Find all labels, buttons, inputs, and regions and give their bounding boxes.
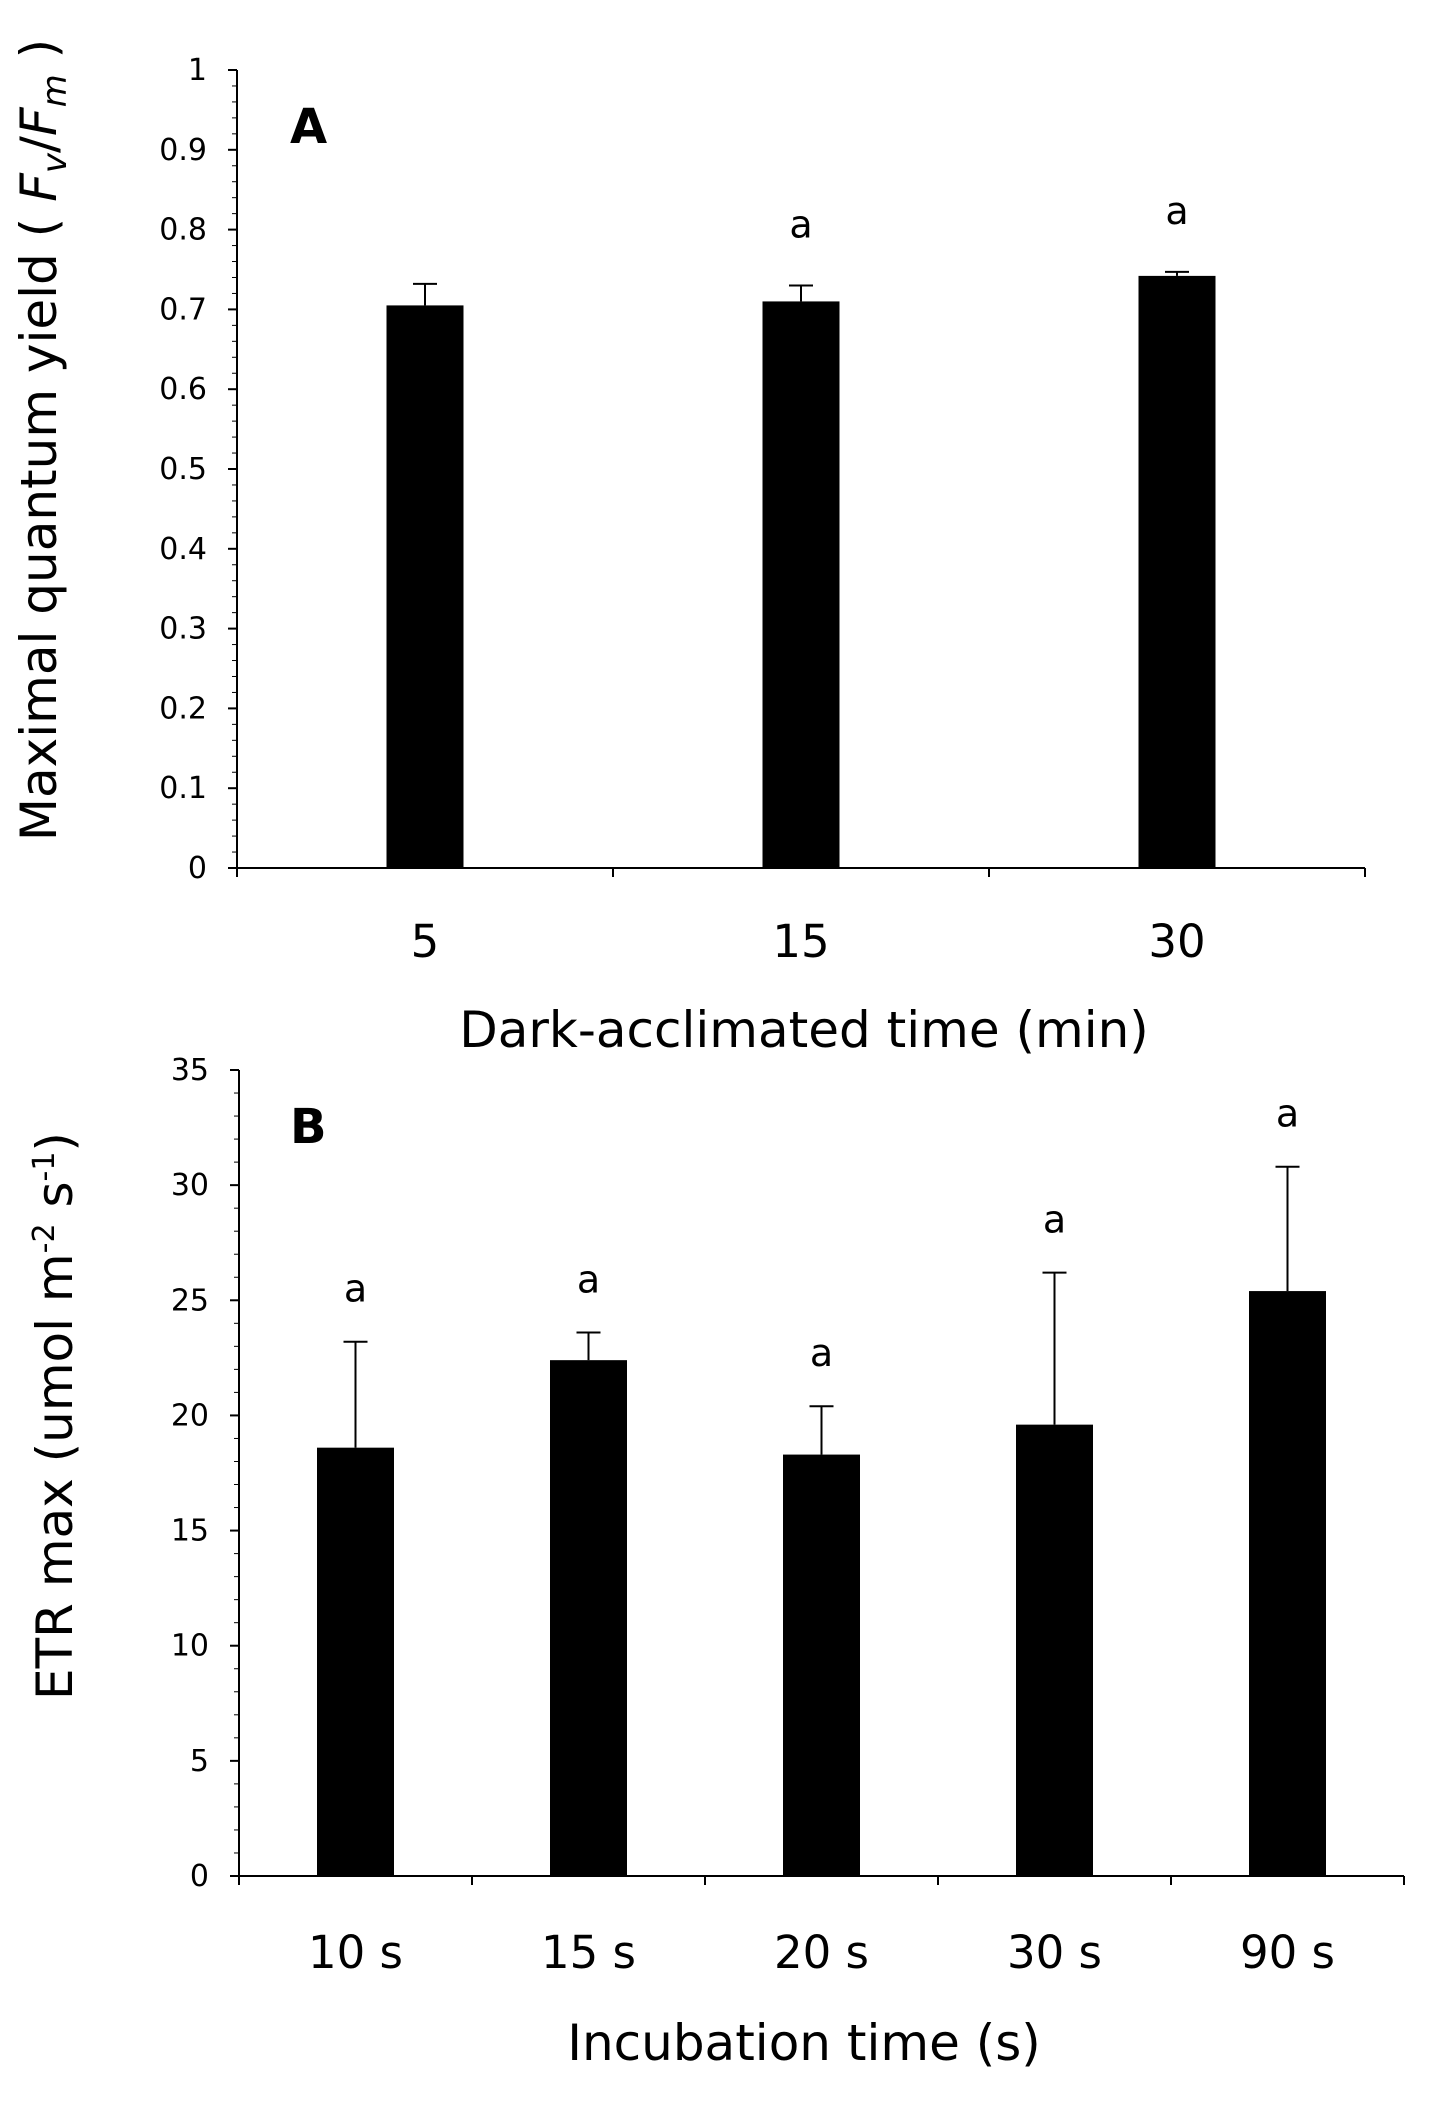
bar — [783, 1454, 860, 1876]
y-tick-label: 35 — [171, 1053, 209, 1088]
panel-a-x-axis-title: Dark-acclimated time (min) — [459, 1001, 1149, 1059]
y-tick-label: 0.7 — [159, 292, 207, 327]
significance-label: a — [789, 202, 812, 246]
y-tick-label: 0.5 — [159, 452, 207, 487]
bar — [386, 305, 464, 868]
significance-label: a — [577, 1258, 600, 1302]
y-tick-label: 15 — [171, 1514, 209, 1549]
y-tick-label: 0.9 — [159, 133, 207, 168]
x-tick-label: 5 — [411, 915, 440, 968]
x-tick-label: 30 — [1148, 915, 1205, 968]
significance-label: a — [1043, 1198, 1066, 1242]
panel-b-y-tick-labels: 0 5 10 15 20 25 30 35 — [171, 1053, 209, 1894]
panel-a-y-axis-title: Maximal quantum yield ( Fv/Fm ) — [10, 39, 75, 841]
panel-a-error-bars — [413, 270, 1189, 306]
y-tick-label: 0.3 — [159, 612, 207, 647]
y-tick-label: 0.2 — [159, 691, 207, 726]
y-tick-label: 5 — [190, 1744, 209, 1779]
y-tick-label: 10 — [171, 1629, 209, 1664]
y-tick-label: 0.6 — [159, 372, 207, 407]
bar — [1016, 1424, 1093, 1876]
y-tick-label: 1 — [188, 53, 207, 88]
x-tick-label: 15 s — [541, 1926, 636, 1979]
panel-b-bars — [317, 1291, 1326, 1876]
x-tick-label: 20 s — [774, 1926, 869, 1979]
panel-a-x-tick-labels: 5 15 30 — [411, 915, 1206, 968]
significance-label: a — [810, 1331, 833, 1375]
y-tick-label: 20 — [171, 1398, 209, 1433]
panel-a-y-tick-labels: 0 0.1 0.2 0.3 0.4 0.5 0.6 0.7 0.8 0.9 1 — [159, 53, 207, 886]
panel-b-x-axis-title: Incubation time (s) — [567, 2014, 1041, 2072]
x-tick-label: 90 s — [1240, 1926, 1335, 1979]
y-tick-label: 0.1 — [159, 771, 207, 806]
x-tick-label: 15 — [772, 915, 829, 968]
panel-b-letter: B — [290, 1099, 327, 1155]
x-tick-label: 30 s — [1007, 1926, 1102, 1979]
y-tick-label: 30 — [171, 1168, 209, 1203]
bar — [550, 1360, 627, 1876]
significance-label: a — [1165, 189, 1188, 233]
x-tick-label: 10 s — [308, 1926, 403, 1979]
bar — [1249, 1291, 1326, 1876]
y-tick-label: 0 — [190, 1859, 209, 1894]
bar — [317, 1447, 394, 1876]
panel-b-x-tick-labels: 10 s 15 s 20 s 30 s 90 s — [308, 1926, 1335, 1979]
y-tick-label: 0.4 — [159, 532, 207, 567]
panel-b-significance-labels: a a a a a — [344, 1092, 1299, 1375]
y-tick-label: 25 — [171, 1283, 209, 1318]
panel-a-bars — [386, 275, 1216, 868]
panel-b-error-bars — [343, 1165, 1300, 1455]
y-tick-label: 0.8 — [159, 213, 207, 248]
bar — [1138, 275, 1216, 868]
panel-a-letter: A — [290, 99, 327, 155]
panel-b-y-axis-title: ETR max (umol m-2 s-1) — [26, 1132, 84, 1700]
bar — [762, 301, 840, 868]
significance-label: a — [344, 1267, 367, 1311]
y-tick-label: 0 — [188, 851, 207, 886]
significance-label: a — [1276, 1092, 1299, 1136]
